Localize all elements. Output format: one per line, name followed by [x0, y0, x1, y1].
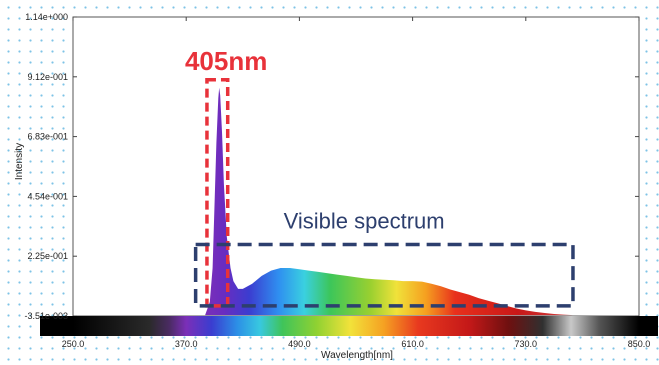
- visible-spectrum-label: Visible spectrum: [284, 208, 445, 233]
- series-area: [205, 87, 574, 316]
- x-tick-label: 490.0: [288, 339, 311, 349]
- x-tick-label: 850.0: [628, 339, 651, 349]
- x-axis-label: Wavelength[nm]: [321, 350, 393, 361]
- x-tick-label: 610.0: [401, 339, 424, 349]
- y-tick-label: -3.51e-003: [24, 311, 68, 321]
- spectrum-color-bar: [40, 316, 658, 336]
- visible-spectrum-box: [193, 242, 575, 308]
- y-tick-label: 9.12e-001: [27, 72, 68, 82]
- peak-405nm-label: 405nm: [185, 46, 267, 76]
- y-tick-label: 2.25e-001: [27, 251, 68, 261]
- y-tick-label: 6.83e-001: [27, 132, 68, 142]
- x-tick-label: 730.0: [515, 339, 538, 349]
- x-tick-label: 370.0: [175, 339, 198, 349]
- plot-area: [72, 16, 640, 317]
- peak-405nm-box: [205, 78, 230, 308]
- x-tick-label: 250.0: [62, 339, 85, 349]
- y-tick-label: 4.54e-001: [27, 191, 68, 201]
- y-tick-label: 1.14e+000: [25, 12, 68, 22]
- y-axis-label: Intensity: [14, 143, 25, 180]
